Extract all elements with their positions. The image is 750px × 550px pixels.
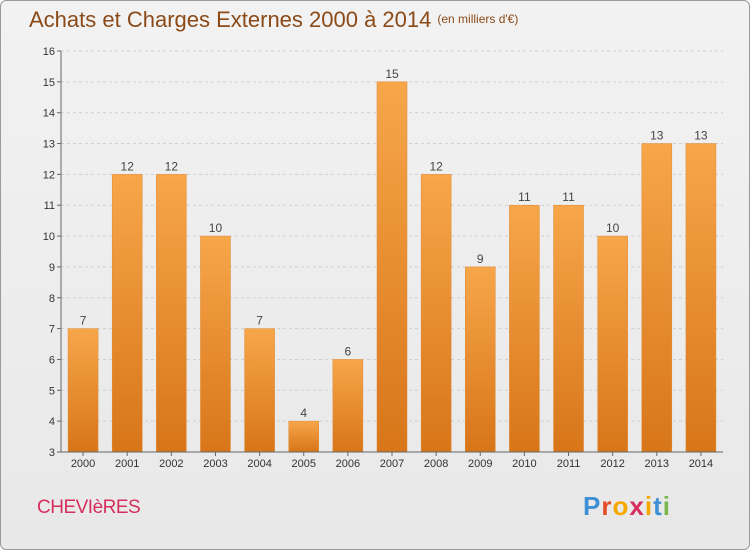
x-tick-label-2007: 2007: [380, 458, 404, 470]
x-tick-label-2014: 2014: [689, 458, 713, 470]
logo-letter: r: [601, 491, 613, 521]
y-tick-label: 15: [43, 77, 55, 89]
data-label-2003: 10: [209, 221, 223, 235]
y-tick-label: 9: [49, 262, 55, 274]
x-tick-label-2011: 2011: [557, 458, 581, 470]
x-tick-label-2003: 2003: [203, 458, 227, 470]
data-label-2005: 4: [300, 406, 307, 420]
data-label-2004: 7: [256, 314, 263, 328]
x-tick-label-2006: 2006: [336, 458, 360, 470]
bar-2004: [244, 328, 275, 453]
x-tick-label-2005: 2005: [291, 458, 315, 470]
town-name: CHEVIèRES: [37, 497, 141, 518]
logo-letter: i: [644, 491, 654, 521]
bar-2011: [553, 204, 584, 453]
bar-2001: [111, 174, 143, 453]
data-label-2010: 11: [518, 190, 531, 204]
x-tick-label-2009: 2009: [468, 458, 492, 470]
data-label-2001: 12: [121, 159, 135, 173]
data-label-2009: 9: [477, 252, 484, 266]
data-labels: 7 12 12 10 7 4 6 15 12 9 11 11 10 13 13: [80, 67, 708, 420]
y-tick-label: 14: [43, 108, 55, 120]
y-tick-label: 6: [49, 354, 55, 366]
x-tick-label-2008: 2008: [424, 458, 448, 470]
logo-letter: i: [662, 491, 671, 521]
bars: [67, 81, 717, 453]
bar-2012: [597, 235, 628, 453]
logo-letter: P: [583, 491, 602, 521]
logo-letter: t: [653, 491, 663, 521]
data-label-2007: 15: [385, 67, 399, 81]
data-label-2002: 12: [165, 159, 179, 173]
chart-subtitle: (en milliers d'€): [437, 12, 519, 26]
chart-title-text: Achats et Charges Externes 2000 à 2014: [29, 7, 432, 32]
data-label-2011: 11: [562, 190, 575, 204]
bar-2008: [420, 174, 452, 453]
bar-2010: [509, 204, 540, 453]
y-tick-label: 5: [49, 385, 55, 397]
x-tick-label-2012: 2012: [600, 458, 624, 470]
y-tick-label: 16: [43, 46, 55, 58]
x-tick-label-2013: 2013: [645, 458, 669, 470]
chart-title: Achats et Charges Externes 2000 à 2014 (e…: [29, 7, 518, 33]
bar-2006: [332, 359, 364, 453]
x-tick-label-2001: 2001: [115, 458, 139, 470]
x-tick-label-2004: 2004: [247, 458, 271, 470]
data-label-2008: 12: [429, 159, 443, 173]
data-label-2013: 13: [650, 129, 664, 143]
data-label-2012: 10: [606, 221, 620, 235]
bar-2009: [465, 266, 496, 453]
y-tick-label: 10: [43, 231, 55, 243]
data-label-2006: 6: [345, 344, 352, 358]
bar-2007: [376, 81, 408, 453]
y-tick-label: 11: [44, 200, 55, 212]
y-tick-label: 12: [43, 169, 55, 181]
x-tick-label-2010: 2010: [512, 458, 536, 470]
proxiti-logo: Proxiti: [583, 491, 671, 522]
y-tick-label: 3: [49, 447, 55, 459]
bar-2014: [685, 143, 717, 453]
bar-2003: [200, 235, 231, 453]
bar-2013: [641, 143, 673, 453]
x-tick-label-2000: 2000: [71, 458, 95, 470]
axes: 3 4 5 6 7 8 9 10 11 12 13 14 15 16 2000 2001 2002 2003 200…: [43, 46, 723, 470]
data-label-2014: 13: [694, 129, 708, 143]
y-tick-label: 13: [43, 139, 55, 151]
logo-letter: x: [629, 491, 645, 521]
bar-2002: [156, 174, 187, 453]
y-tick-label: 7: [49, 324, 55, 336]
y-tick-label: 8: [49, 293, 55, 305]
y-tick-label: 4: [49, 416, 55, 428]
bar-2005: [288, 420, 319, 453]
bar-2000: [67, 328, 99, 453]
logo-letter: o: [612, 491, 630, 521]
x-tick-label-2002: 2002: [159, 458, 183, 470]
data-label-2000: 7: [80, 314, 87, 328]
